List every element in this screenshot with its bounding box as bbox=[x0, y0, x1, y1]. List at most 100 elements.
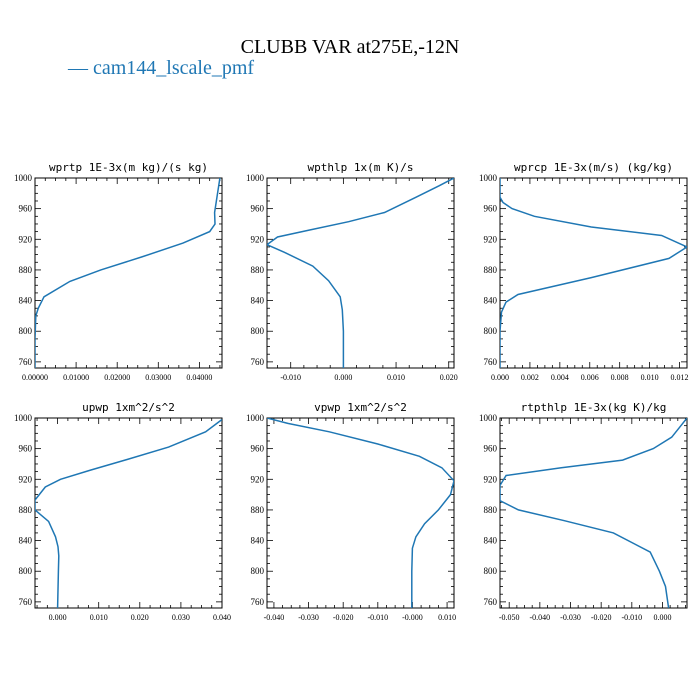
x-tick-label: -0.050 bbox=[499, 613, 520, 622]
x-tick-label: 0.000 bbox=[491, 373, 509, 382]
x-tick-label: 0.020 bbox=[440, 373, 458, 382]
y-tick-label: 1000 bbox=[479, 173, 498, 183]
x-tick-label: 0.02000 bbox=[104, 373, 130, 382]
y-tick-label: 800 bbox=[251, 326, 265, 336]
series-line bbox=[35, 178, 221, 368]
y-tick-label: 960 bbox=[484, 204, 498, 214]
x-tick-label: 0.000 bbox=[49, 613, 67, 622]
x-tick-label: 0.010 bbox=[641, 373, 659, 382]
x-tick-label: -0.010 bbox=[280, 373, 301, 382]
y-tick-label: 800 bbox=[484, 326, 498, 336]
y-tick-label: 920 bbox=[251, 234, 265, 244]
chart-panel-1: wprtp 1E-3x(m kg)/(s kg) 760 800 840 880 920 9… bbox=[14, 161, 223, 382]
chart-panel-3: wprcp 1E-3x(m/s) (kg/kg) 760 800 840 880 920 9… bbox=[479, 161, 689, 382]
x-tick-label: 0.01000 bbox=[63, 373, 89, 382]
chart-panel-5: vpwp 1xm^2/s^2 760 800 840 880 920 960 1000 -0.0… bbox=[246, 401, 456, 622]
y-tick-label: 960 bbox=[251, 204, 265, 214]
series-line bbox=[267, 418, 454, 608]
y-tick-label: 960 bbox=[251, 444, 265, 454]
y-tick-label: 960 bbox=[484, 444, 498, 454]
series-line bbox=[500, 418, 687, 608]
panel-title: vpwp 1xm^2/s^2 bbox=[314, 401, 407, 414]
y-tick-label: 880 bbox=[251, 265, 265, 275]
y-tick-label: 800 bbox=[19, 566, 33, 576]
plot-frame bbox=[499, 417, 688, 609]
x-tick-label: 0.020 bbox=[131, 613, 149, 622]
series-line bbox=[267, 178, 454, 368]
legend: — cam144_lscale_pmf bbox=[68, 57, 254, 80]
plot-frame bbox=[34, 177, 223, 369]
x-tick-label: 0.002 bbox=[521, 373, 539, 382]
x-tick-label: 0.008 bbox=[611, 373, 629, 382]
y-tick-label: 920 bbox=[484, 474, 498, 484]
y-tick-label: 840 bbox=[251, 296, 265, 306]
panel-title: wprcp 1E-3x(m/s) (kg/kg) bbox=[514, 161, 673, 174]
panel-title: upwp 1xm^2/s^2 bbox=[82, 401, 175, 414]
x-tick-label: -0.030 bbox=[298, 613, 319, 622]
y-tick-label: 880 bbox=[484, 265, 498, 275]
legend-line-glyph: — bbox=[68, 57, 88, 79]
y-tick-label: 760 bbox=[251, 597, 265, 607]
x-tick-label: -0.030 bbox=[560, 613, 581, 622]
y-tick-label: 1000 bbox=[14, 173, 33, 183]
y-tick-label: 760 bbox=[251, 357, 265, 367]
x-tick-label: 0.004 bbox=[551, 373, 569, 382]
x-tick-label: 0.03000 bbox=[145, 373, 171, 382]
x-tick-label: -0.020 bbox=[591, 613, 612, 622]
y-tick-label: 840 bbox=[251, 536, 265, 546]
series-line bbox=[500, 178, 687, 368]
y-tick-label: 800 bbox=[19, 326, 33, 336]
panel-title: wpthlp 1x(m K)/s bbox=[308, 161, 414, 174]
plot-frame bbox=[34, 417, 223, 609]
plot-frame bbox=[266, 177, 455, 369]
y-tick-label: 840 bbox=[19, 536, 33, 546]
chart-panel-4: upwp 1xm^2/s^2 760 800 840 880 920 960 1000 0.00… bbox=[14, 401, 231, 622]
x-tick-label: -0.040 bbox=[530, 613, 551, 622]
y-tick-label: 920 bbox=[19, 474, 33, 484]
x-tick-label: 0.012 bbox=[671, 373, 689, 382]
panel-title: rtpthlp 1E-3x(kg K)/kg bbox=[521, 401, 667, 414]
panel-title: wprtp 1E-3x(m kg)/(s kg) bbox=[49, 161, 208, 174]
y-tick-label: 760 bbox=[484, 597, 498, 607]
y-tick-label: 800 bbox=[251, 566, 265, 576]
x-tick-label: 0.010 bbox=[387, 373, 405, 382]
x-tick-label: -0.010 bbox=[621, 613, 642, 622]
y-tick-label: 840 bbox=[484, 536, 498, 546]
y-tick-label: 1000 bbox=[246, 173, 265, 183]
y-tick-label: 1000 bbox=[246, 413, 265, 423]
legend-label: cam144_lscale_pmf bbox=[93, 57, 255, 79]
y-tick-label: 880 bbox=[19, 505, 33, 515]
y-tick-label: 920 bbox=[251, 474, 265, 484]
y-tick-label: 960 bbox=[19, 204, 33, 214]
y-tick-label: 920 bbox=[484, 234, 498, 244]
y-tick-label: 960 bbox=[19, 444, 33, 454]
x-tick-label: 0.030 bbox=[172, 613, 190, 622]
y-tick-label: 800 bbox=[484, 566, 498, 576]
x-tick-label: 0.010 bbox=[90, 613, 108, 622]
x-tick-label: -0.040 bbox=[264, 613, 285, 622]
y-tick-label: 760 bbox=[19, 597, 33, 607]
x-tick-label: 0.000 bbox=[334, 373, 352, 382]
y-tick-label: 880 bbox=[251, 505, 265, 515]
x-tick-label: -0.000 bbox=[402, 613, 423, 622]
y-tick-label: 1000 bbox=[479, 413, 498, 423]
chart-panel-6: rtpthlp 1E-3x(kg K)/kg 760 800 840 880 920 960… bbox=[479, 401, 688, 622]
series-line bbox=[35, 418, 222, 608]
x-tick-label: 0.040 bbox=[213, 613, 231, 622]
chart-panel-2: wpthlp 1x(m K)/s 760 800 840 880 920 960 1000 -0… bbox=[246, 161, 458, 382]
y-tick-label: 760 bbox=[19, 357, 33, 367]
y-tick-label: 1000 bbox=[14, 413, 33, 423]
y-tick-label: 880 bbox=[19, 265, 33, 275]
x-tick-label: 0.00000 bbox=[22, 373, 48, 382]
y-tick-label: 840 bbox=[484, 296, 498, 306]
x-tick-label: 0.006 bbox=[581, 373, 599, 382]
x-tick-label: 0.04000 bbox=[186, 373, 212, 382]
y-tick-label: 920 bbox=[19, 234, 33, 244]
x-tick-label: -0.010 bbox=[367, 613, 388, 622]
y-tick-label: 840 bbox=[19, 296, 33, 306]
y-tick-label: 760 bbox=[484, 357, 498, 367]
figure-title: CLUBB VAR at275E,-12N bbox=[240, 36, 460, 58]
y-tick-label: 880 bbox=[484, 505, 498, 515]
plot-frame bbox=[266, 417, 455, 609]
